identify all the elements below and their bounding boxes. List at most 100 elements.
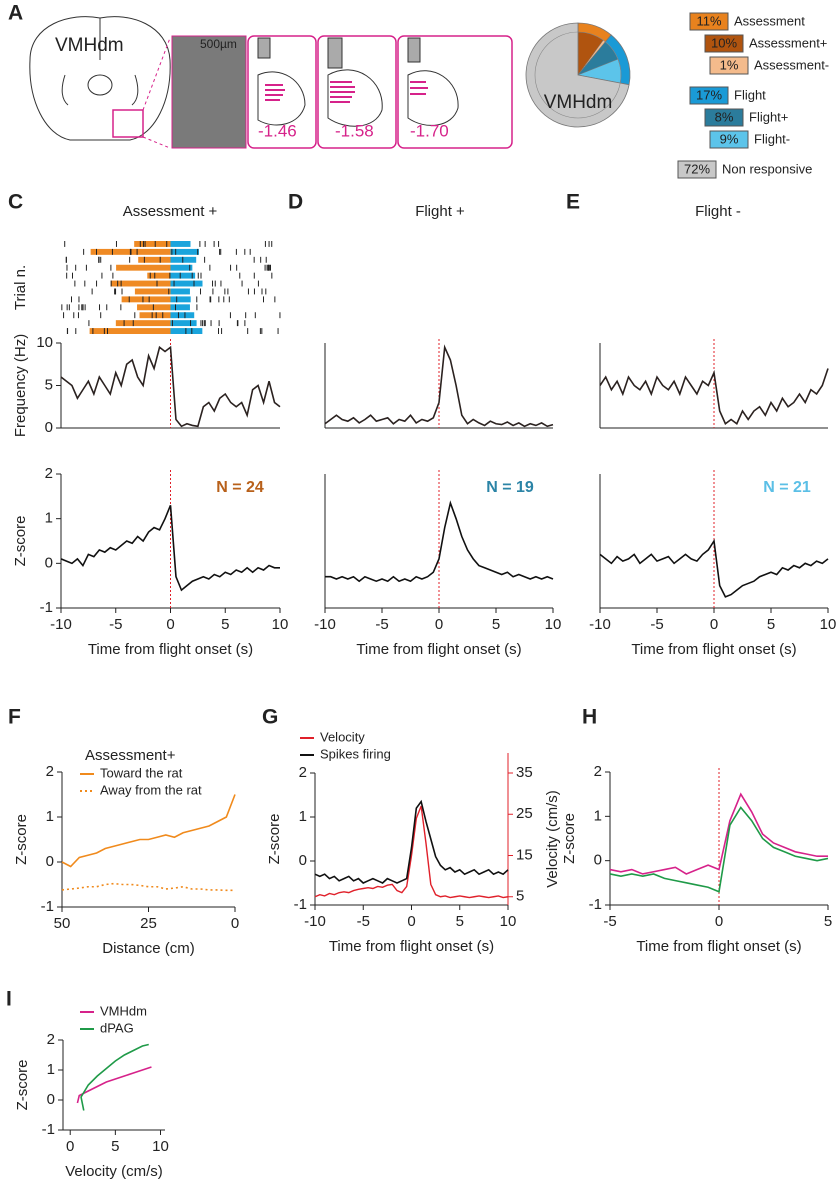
legend-label: Assessment+ xyxy=(749,35,827,50)
y-tick-label: 0 xyxy=(45,419,53,436)
y2-tick-label: 15 xyxy=(516,846,533,863)
raster-pre xyxy=(110,280,171,287)
series-line xyxy=(60,504,280,592)
x-tick-label: 10 xyxy=(152,1138,169,1155)
y-tick-label: 0 xyxy=(45,554,53,571)
series-line xyxy=(60,345,281,428)
series-line xyxy=(599,538,829,598)
raster-post xyxy=(170,296,191,303)
raster-pre xyxy=(121,296,171,303)
raster-post xyxy=(170,304,190,311)
chart-title: Assessment + xyxy=(123,203,218,220)
panel-a-drawing xyxy=(29,16,513,149)
legend-label: Away from the rat xyxy=(100,782,202,797)
y-tick-label: 0 xyxy=(299,852,307,869)
y-tick-label: 1 xyxy=(594,807,602,824)
series-line xyxy=(324,344,554,428)
raster-pre xyxy=(134,288,171,295)
panel-label: F xyxy=(8,706,21,729)
raster-post xyxy=(170,288,190,295)
legend-label: Assessment xyxy=(734,13,805,28)
y-tick-label: 2 xyxy=(47,1031,55,1048)
y-tick-label: 0 xyxy=(47,1091,55,1108)
raster-post xyxy=(170,312,195,319)
legend-label: Velocity xyxy=(320,729,365,744)
y-tick-label: -1 xyxy=(42,1121,55,1138)
x-tick-label: -10 xyxy=(50,616,72,633)
legend-swatch xyxy=(709,130,749,149)
y-axis-label: Frequency (Hz) xyxy=(12,334,29,437)
y-tick-label: 2 xyxy=(45,465,53,482)
x-axis-label: Time from flight onset (s) xyxy=(88,641,253,658)
legend-value: 17% xyxy=(696,87,722,102)
x-tick-label: 0 xyxy=(166,616,174,633)
chart-title: Flight + xyxy=(415,203,465,220)
slice-label: -1.46 xyxy=(258,121,297,140)
y-tick-label: -1 xyxy=(40,599,53,616)
series-line xyxy=(599,368,829,425)
raster-post xyxy=(170,320,197,327)
x-tick-label: 5 xyxy=(221,616,229,633)
x-tick-label: -5 xyxy=(109,616,122,633)
legend-value: 8% xyxy=(715,109,734,124)
x-tick-label: 25 xyxy=(140,915,157,932)
y-tick-label: -1 xyxy=(294,896,307,913)
x-axis-label: Distance (cm) xyxy=(102,940,195,957)
pie-center-label: VMHdm xyxy=(544,92,613,113)
panel-label: A xyxy=(8,2,23,25)
y-tick-label: 1 xyxy=(45,510,53,527)
raster-pre xyxy=(134,241,171,247)
raster-pre xyxy=(139,312,171,319)
x-tick-label: 5 xyxy=(824,913,832,930)
legend-title: Assessment+ xyxy=(85,747,176,764)
x-tick-label: 10 xyxy=(820,616,837,633)
x-tick-label: 50 xyxy=(54,915,71,932)
x-tick-label: -5 xyxy=(357,913,370,930)
x-tick-label: 5 xyxy=(492,616,500,633)
x-tick-label: -5 xyxy=(603,913,616,930)
panel-label: H xyxy=(582,706,597,729)
y-tick-label: -1 xyxy=(589,896,602,913)
raster-pre xyxy=(115,320,171,327)
series-line xyxy=(61,794,236,868)
legend-label: dPAG xyxy=(100,1020,134,1035)
x-tick-label: -10 xyxy=(314,616,336,633)
series-line xyxy=(314,799,509,884)
y-tick-label: -1 xyxy=(41,898,54,915)
annotation: N = 24 xyxy=(216,479,264,496)
legend-value: 9% xyxy=(720,131,739,146)
x-tick-label: -5 xyxy=(375,616,388,633)
scale-bar-label: 500µm xyxy=(200,37,237,51)
legend-label: Flight- xyxy=(754,131,790,146)
x-axis-label: Time from flight onset (s) xyxy=(631,641,796,658)
y-tick-label: 2 xyxy=(299,764,307,781)
y-tick-label: 1 xyxy=(46,808,54,825)
slice-label: -1.58 xyxy=(335,121,374,140)
panel-label: E xyxy=(566,191,580,214)
raster-post xyxy=(170,280,203,287)
legend-swatch xyxy=(677,160,717,179)
y-axis-label: Z-score xyxy=(266,814,283,865)
y-tick-label: 0 xyxy=(594,852,602,869)
y-tick-label: 2 xyxy=(594,763,602,780)
series-line xyxy=(609,806,829,893)
panel-label: I xyxy=(6,988,12,1011)
x-tick-label: 5 xyxy=(111,1138,119,1155)
slice-label: -1.70 xyxy=(410,121,449,140)
legend-value: 10% xyxy=(711,35,737,50)
legend-value: 11% xyxy=(696,13,721,28)
x-tick-label: 0 xyxy=(231,915,239,932)
legend-swatch xyxy=(704,34,744,53)
chart-title: Flight - xyxy=(695,203,741,220)
x-tick-label: 0 xyxy=(715,913,723,930)
legend-label: VMHdm xyxy=(100,1003,147,1018)
x-tick-label: 0 xyxy=(435,616,443,633)
x-tick-label: -10 xyxy=(304,913,326,930)
pie-inner-ring xyxy=(534,31,622,119)
series-line xyxy=(314,805,509,899)
x-tick-label: 5 xyxy=(767,616,775,633)
panel-label: D xyxy=(288,191,303,214)
y2-tick-label: 35 xyxy=(516,764,533,781)
raster-post xyxy=(170,272,196,279)
